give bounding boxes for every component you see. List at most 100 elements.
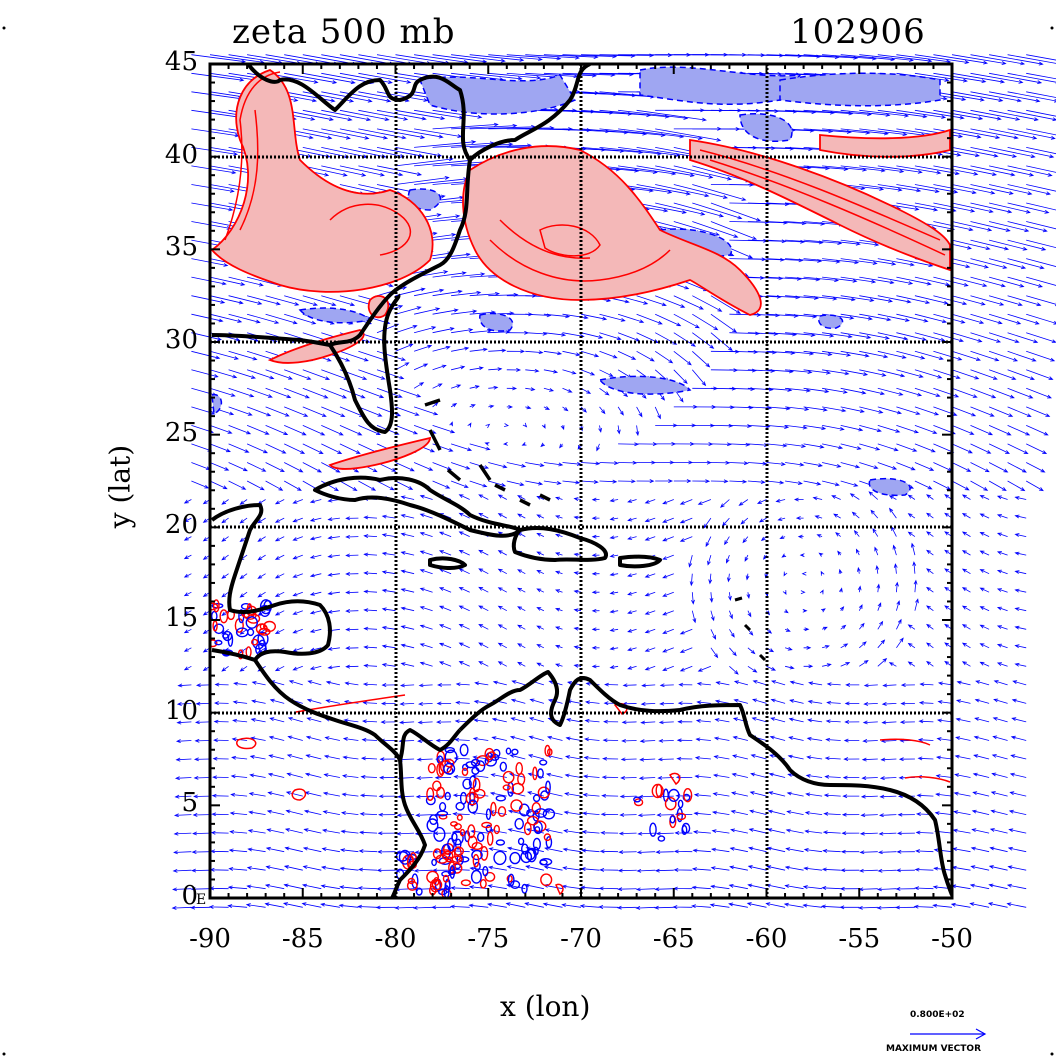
wind-vector (248, 792, 266, 797)
wind-vector (591, 608, 600, 613)
wind-vector (1026, 128, 1056, 136)
wind-vector (896, 637, 904, 649)
wind-vector (345, 664, 359, 669)
wind-vector (692, 295, 723, 312)
wind-vector (784, 884, 804, 890)
wind-vector (395, 462, 415, 472)
vorticity-speckle (461, 767, 469, 776)
wind-vector (381, 514, 396, 519)
wind-vector (915, 830, 934, 835)
wind-vector (321, 295, 356, 307)
wind-vector (284, 406, 309, 417)
wind-vector (974, 698, 990, 704)
wind-vector (858, 622, 865, 630)
wind-vector (840, 369, 869, 376)
wind-vector (363, 626, 378, 631)
wind-vector (961, 550, 971, 556)
wind-vector (1007, 846, 1027, 853)
wind-vector (342, 755, 359, 760)
wind-vector (951, 462, 972, 472)
wind-vector (581, 848, 600, 853)
wind-vector (1014, 662, 1027, 667)
wind-vector (432, 271, 467, 278)
wind-vector (803, 295, 838, 301)
wind-vector (662, 610, 674, 616)
wind-vector (580, 885, 600, 890)
wind-vector (363, 608, 378, 613)
wind-vector (841, 812, 860, 817)
wind-vector (507, 828, 526, 834)
wind-vector (1007, 202, 1050, 214)
vorticity-speckle (459, 828, 466, 837)
wind-vector (989, 54, 1044, 66)
wind-vector (673, 184, 729, 199)
wind-vector (989, 147, 1036, 159)
wind-vector (210, 849, 229, 854)
wind-vector (970, 91, 1022, 103)
vorticity-speckle (509, 880, 521, 889)
vorticity-speckle (425, 795, 436, 806)
wind-vector (988, 295, 1023, 306)
wind-vector (655, 442, 677, 446)
wind-vector (309, 554, 322, 559)
wind-vector (637, 831, 656, 836)
wind-vector (877, 658, 888, 667)
wind-vector (896, 276, 932, 286)
wind-vector (305, 754, 322, 760)
wind-vector (662, 554, 674, 560)
wind-vector (381, 663, 396, 667)
wind-vector (840, 406, 865, 413)
wind-vector (970, 109, 1021, 121)
wind-vector (692, 221, 739, 238)
wind-vector (858, 868, 878, 873)
wind-vector (655, 295, 686, 308)
vorticity-speckle (681, 822, 691, 834)
wind-vector (877, 406, 902, 415)
wind-vector (1012, 680, 1027, 686)
wind-vector (786, 791, 804, 797)
wind-vector (221, 536, 229, 542)
vorticity-speckle (467, 799, 479, 814)
wind-vector (432, 327, 455, 334)
wind-vector (692, 202, 743, 220)
vorticity-speckle (436, 810, 449, 817)
wind-vector (510, 717, 526, 723)
wind-vector (345, 572, 359, 576)
wind-vector (844, 701, 860, 706)
wind-vector (1026, 480, 1044, 492)
wind-vector (840, 239, 880, 247)
wind-vector (339, 848, 359, 853)
wind-vector (400, 625, 415, 630)
vorticity-speckle (431, 858, 437, 867)
wind-vector (599, 461, 619, 465)
vorticity-speckle (462, 778, 472, 790)
wind-vector (506, 349, 526, 354)
wind-vector (710, 866, 730, 871)
wind-vector (191, 313, 224, 323)
wind-vector (917, 756, 934, 761)
wind-vector (951, 865, 971, 871)
wind-vector (859, 660, 869, 667)
wind-vector (249, 755, 266, 760)
wind-vector (758, 517, 767, 523)
wind-vector (438, 531, 452, 537)
wind-vector (284, 72, 338, 84)
wind-vector (257, 573, 266, 579)
wind-vector (579, 904, 600, 908)
vorticity-speckle (449, 865, 456, 879)
wind-vector (555, 607, 563, 612)
wind-vector (400, 551, 415, 556)
wind-vector (692, 423, 715, 428)
wind-vector (555, 626, 563, 631)
wind-vector (478, 661, 489, 667)
wind-vector (933, 295, 968, 306)
wind-vector (636, 202, 687, 214)
wind-vector (591, 590, 600, 595)
wind-vector (989, 109, 1039, 122)
wind-vector (877, 295, 912, 304)
wind-vector (573, 497, 582, 501)
wind-vector (245, 903, 266, 908)
wind-vector (970, 350, 1000, 362)
wind-vector (641, 683, 656, 688)
wind-vector (692, 848, 711, 853)
